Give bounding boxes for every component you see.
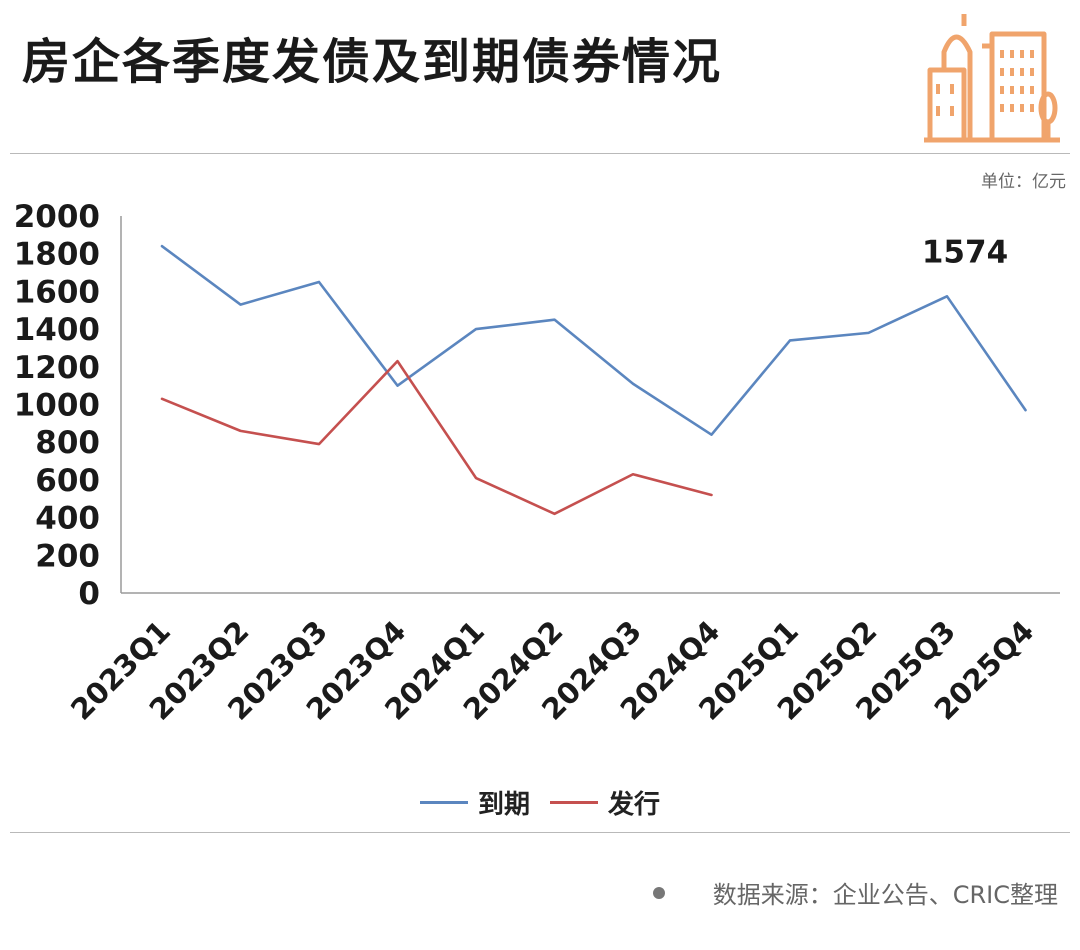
- legend-line-maturity: [419, 801, 468, 804]
- series-line-issuance: [160, 359, 713, 516]
- legend: 到期 发行: [0, 784, 1080, 821]
- data-source: 数据来源：企业公告、CRIC整理: [652, 875, 1058, 910]
- header-divider: [10, 153, 1070, 154]
- page-title: 房企各季度发债及到期债券情况: [22, 34, 723, 90]
- legend-line-issuance: [550, 801, 598, 804]
- line-chart: 0200400600800100012001400160018002000202…: [14, 199, 1060, 727]
- y-tick-label: 600: [35, 463, 100, 499]
- y-tick-label: 1400: [14, 312, 100, 348]
- source-text: 数据来源：企业公告、CRIC整理: [712, 881, 1058, 909]
- y-tick-label: 1200: [14, 350, 100, 386]
- y-tick-label: 200: [35, 538, 100, 574]
- legend-item-issuance: 发行: [550, 784, 660, 821]
- legend-label-maturity: 到期: [477, 790, 530, 820]
- bullet-icon: [652, 886, 665, 899]
- legend-label-issuance: 发行: [608, 790, 661, 820]
- y-tick-label: 1000: [14, 388, 100, 424]
- y-tick-label: 2000: [14, 199, 100, 235]
- y-tick-label: 400: [35, 501, 100, 537]
- legend-item-maturity: 到期: [419, 784, 530, 821]
- y-tick-label: 1600: [14, 274, 100, 310]
- footer-divider: [10, 832, 1070, 833]
- building-icon: [924, 14, 1060, 143]
- unit-label: 单位：亿元: [981, 172, 1066, 192]
- y-tick-label: 800: [35, 425, 100, 461]
- series-line-maturity: [160, 244, 1027, 436]
- y-tick-label: 1800: [14, 237, 100, 273]
- y-tick-label: 0: [78, 576, 100, 612]
- data-label: 1574: [922, 234, 1008, 270]
